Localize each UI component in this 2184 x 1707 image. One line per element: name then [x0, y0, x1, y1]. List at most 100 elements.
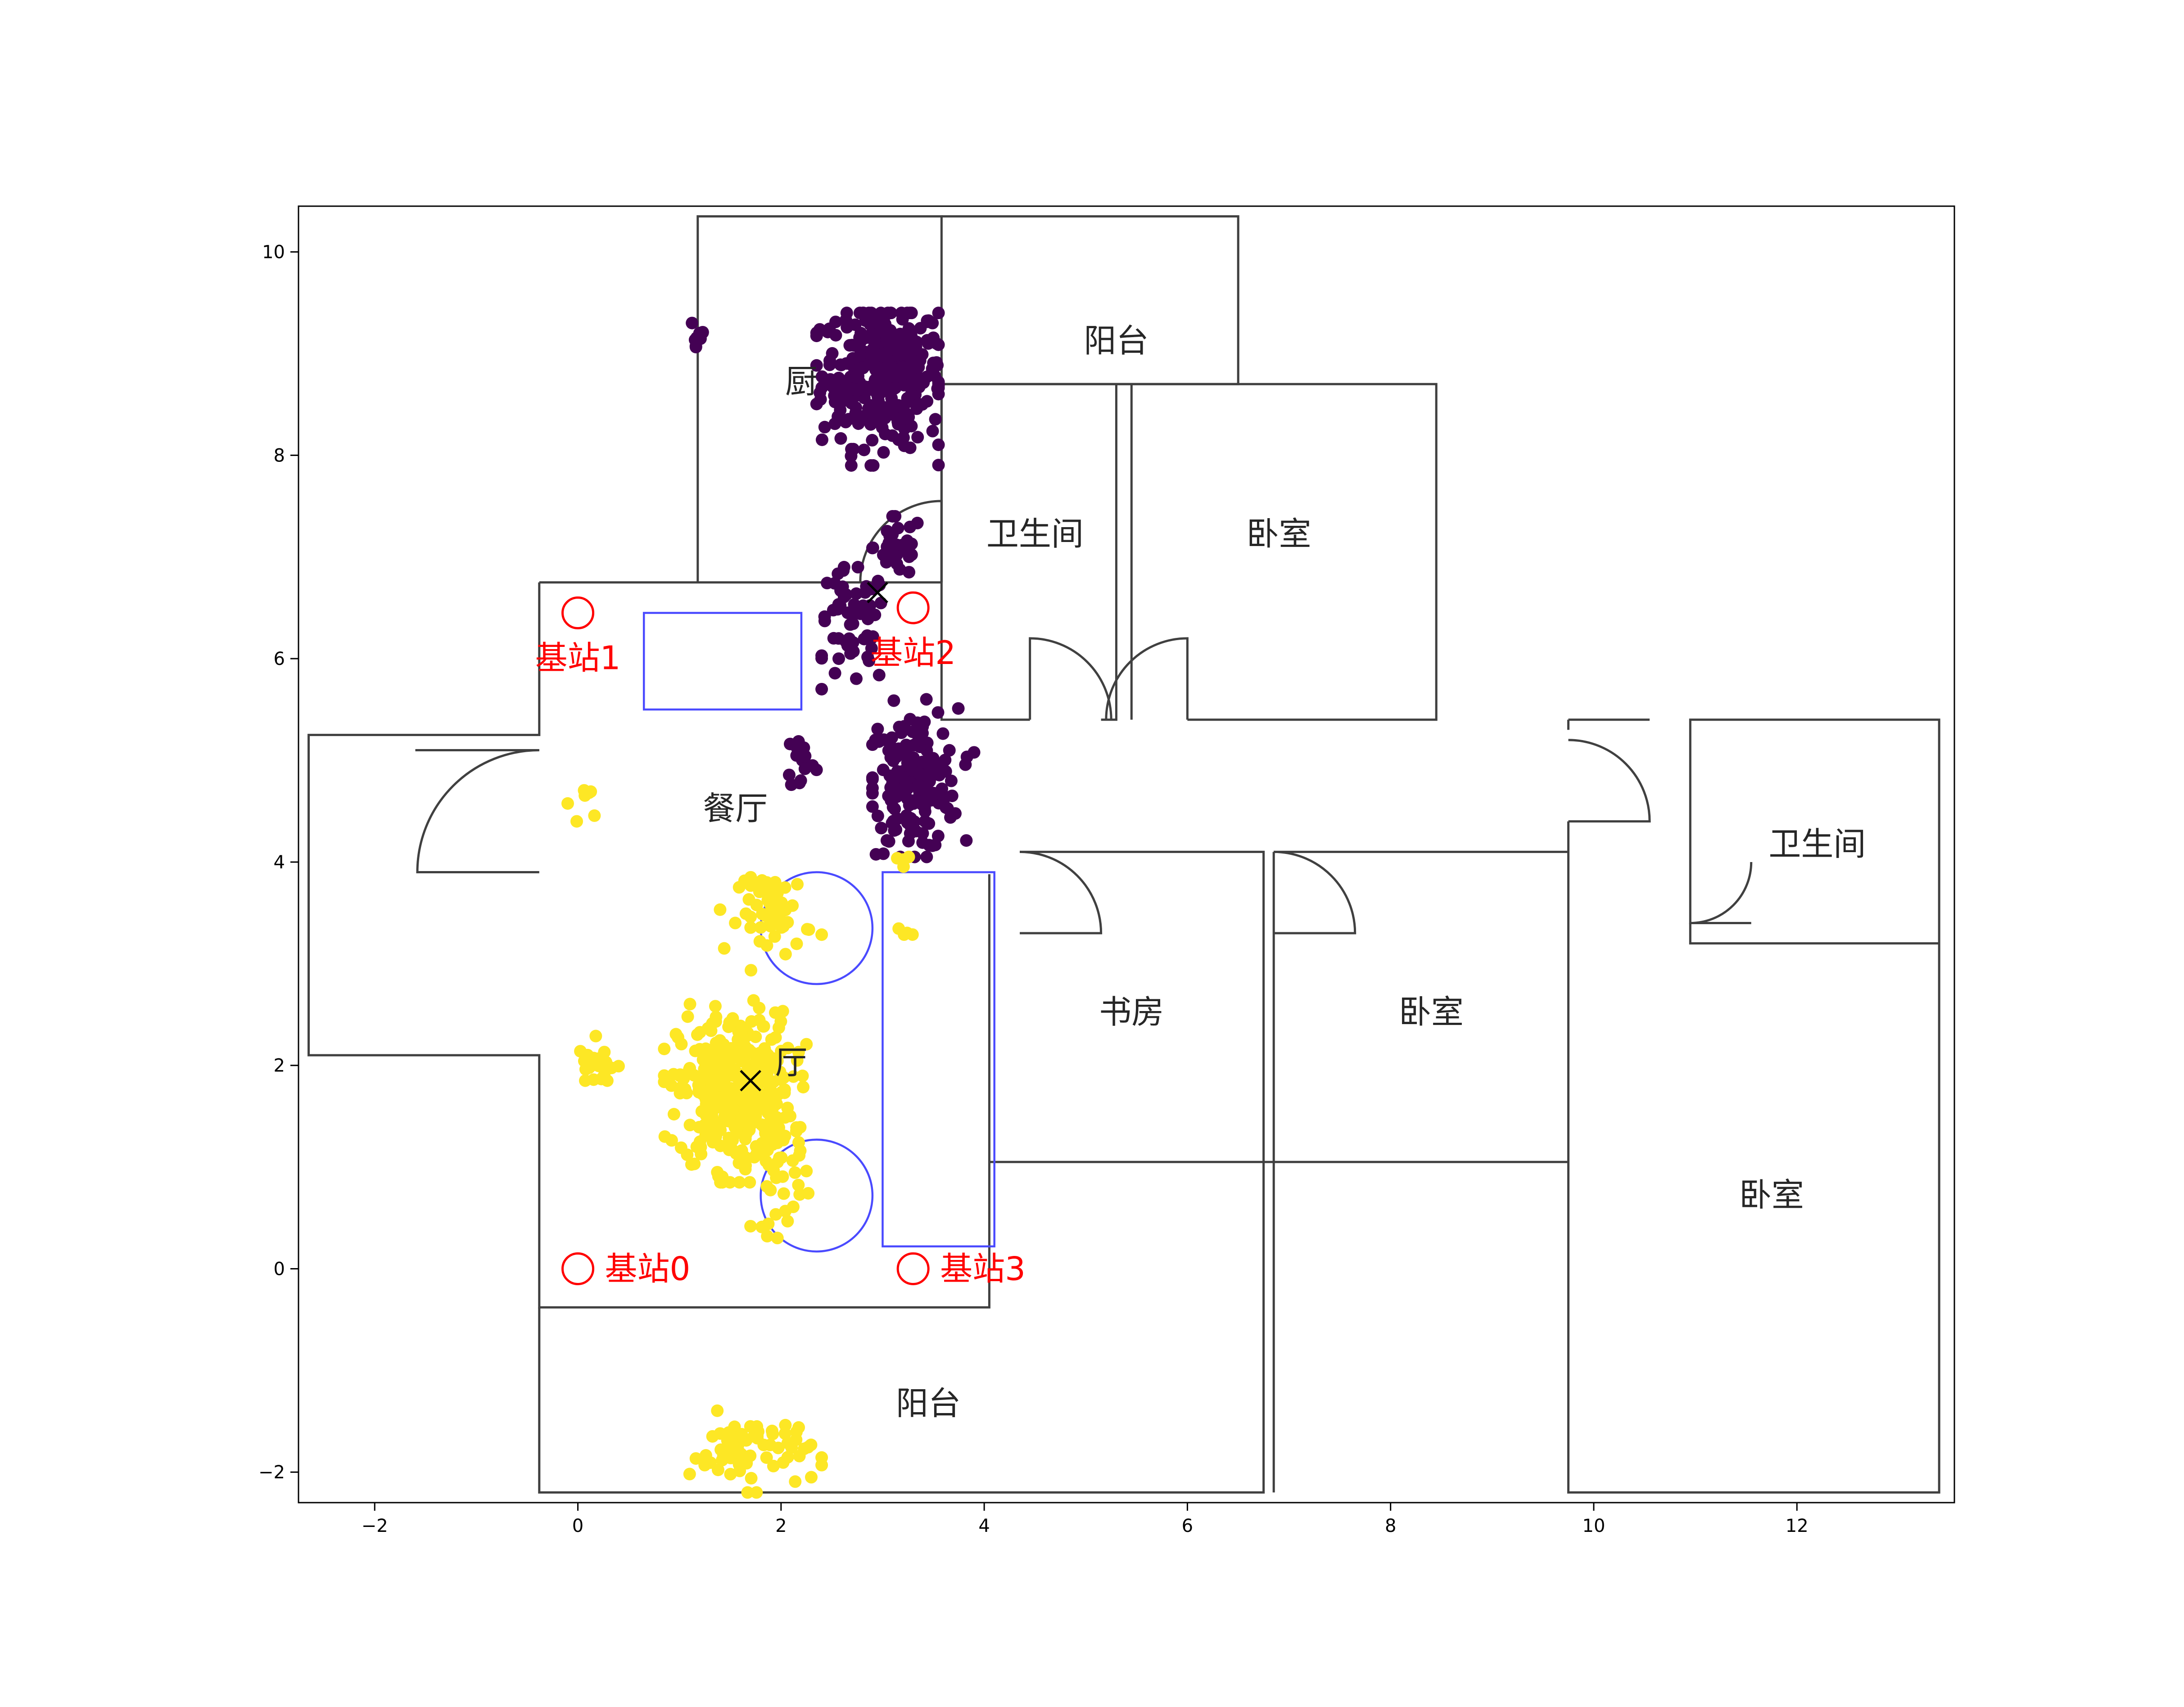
- cluster-0-point: [949, 807, 962, 820]
- x-tick-label: −2: [362, 1516, 388, 1536]
- cluster-0-point: [931, 830, 945, 843]
- cluster-centroids: [740, 582, 888, 1092]
- room-label: 阳台: [1084, 322, 1149, 360]
- cluster-0-point: [932, 307, 945, 320]
- room-label: 卫生间: [986, 515, 1084, 553]
- cluster-1-point: [570, 815, 583, 828]
- cluster-0-point: [932, 379, 945, 392]
- cluster-0-point: [900, 809, 913, 822]
- cluster-0-point: [903, 566, 916, 579]
- cluster-1-point: [722, 1049, 735, 1062]
- y-tick-label: 10: [262, 242, 285, 263]
- cluster-0-point: [904, 368, 917, 381]
- cluster-1-point: [788, 1166, 801, 1179]
- floorplan-walls: [307, 215, 1940, 1494]
- cluster-1-point: [771, 1136, 784, 1149]
- cluster-0-point: [851, 560, 864, 574]
- cluster-1-point: [779, 948, 792, 961]
- cluster-0-point: [898, 542, 911, 555]
- cluster-0-point: [828, 667, 841, 680]
- cluster-0-point: [866, 343, 879, 356]
- cluster-1-point: [744, 1420, 757, 1433]
- cluster-0-point: [850, 672, 863, 685]
- cluster-1-point: [815, 1459, 828, 1472]
- cluster-1-point: [719, 1060, 732, 1073]
- cluster-0-point: [782, 768, 796, 781]
- cluster-1-point: [689, 1452, 702, 1465]
- cluster-0-point: [850, 587, 863, 600]
- cluster-0-point: [868, 608, 882, 621]
- cluster-1-point: [761, 1230, 774, 1243]
- door-swing: [1274, 850, 1357, 935]
- cluster-1-point: [769, 1208, 782, 1221]
- cluster-1-point: [797, 1080, 810, 1093]
- cluster-1-point: [681, 1010, 694, 1023]
- cluster-1-point: [770, 1171, 783, 1184]
- cluster-1-point: [687, 1069, 701, 1082]
- cluster-1-point: [739, 1132, 752, 1145]
- cluster-1-point: [605, 1061, 618, 1075]
- cluster-1-point: [735, 1055, 748, 1068]
- y-tick-label: 2: [274, 1056, 285, 1076]
- cluster-1-point: [761, 1143, 774, 1156]
- cluster-0-point: [921, 314, 934, 327]
- cluster-0-point: [905, 760, 918, 773]
- cluster-0-point: [864, 316, 877, 329]
- cluster-0-point: [896, 336, 909, 349]
- cluster-1-point: [801, 923, 814, 936]
- cluster-1-point: [749, 1030, 762, 1043]
- cluster-1-point: [751, 1078, 764, 1091]
- cluster-1-point: [790, 937, 803, 950]
- cluster-0-point: [823, 354, 836, 367]
- cluster-0-point: [866, 434, 879, 447]
- cluster-1-point: [706, 1054, 719, 1067]
- cluster-0-point: [887, 694, 900, 707]
- cluster-1-point: [792, 1046, 805, 1059]
- cluster-0-point: [968, 746, 981, 759]
- cluster-0-point: [939, 765, 952, 778]
- cluster-1-point: [696, 1088, 709, 1101]
- room-label: 卫生间: [1768, 825, 1866, 863]
- cluster-0-point: [850, 411, 863, 424]
- door-swing: [1020, 850, 1103, 935]
- cluster-0-point: [903, 799, 916, 812]
- cluster-0-point: [875, 368, 888, 381]
- cluster-0-point: [899, 348, 912, 361]
- cluster-1-point: [765, 1033, 778, 1046]
- cluster-1-point: [711, 1165, 724, 1179]
- cluster-1-point: [589, 1030, 602, 1043]
- cluster-0-point: [905, 388, 918, 401]
- cluster-1-point: [741, 1088, 754, 1101]
- cluster-centroid-marker: [867, 582, 888, 604]
- cluster-0-point: [806, 759, 819, 772]
- cluster-0-point: [940, 801, 953, 814]
- door-swing: [416, 749, 539, 874]
- base-station-label: 基站0: [605, 1250, 691, 1287]
- cluster-0-point: [952, 702, 965, 715]
- cluster-1-point: [760, 939, 773, 952]
- cluster-0-point: [835, 358, 848, 371]
- cluster-0-point: [841, 321, 854, 334]
- cluster-0-point: [916, 755, 929, 768]
- cluster-0-point: [834, 584, 847, 597]
- cluster-1-point: [793, 1149, 806, 1162]
- cluster-1-point: [790, 1124, 803, 1138]
- scatter-points: [561, 307, 981, 1499]
- cluster-1-point: [760, 1451, 773, 1464]
- cluster-1-point: [897, 860, 910, 873]
- cluster-1-point: [685, 1158, 698, 1171]
- cluster-1-point: [718, 1079, 731, 1093]
- cluster-0-point: [880, 834, 893, 847]
- cluster-1-point: [717, 1449, 730, 1462]
- cluster-1-point: [744, 921, 757, 934]
- cluster-0-point: [815, 682, 828, 695]
- cluster-0-point: [818, 420, 831, 434]
- cluster-1-point: [723, 1143, 736, 1156]
- cluster-centroid-marker: [740, 1070, 761, 1092]
- cluster-0-point: [886, 817, 899, 830]
- cluster-1-point: [587, 1073, 600, 1086]
- cluster-0-point: [875, 822, 888, 835]
- cluster-1-point: [730, 1125, 743, 1138]
- base-station-marker: [896, 591, 930, 624]
